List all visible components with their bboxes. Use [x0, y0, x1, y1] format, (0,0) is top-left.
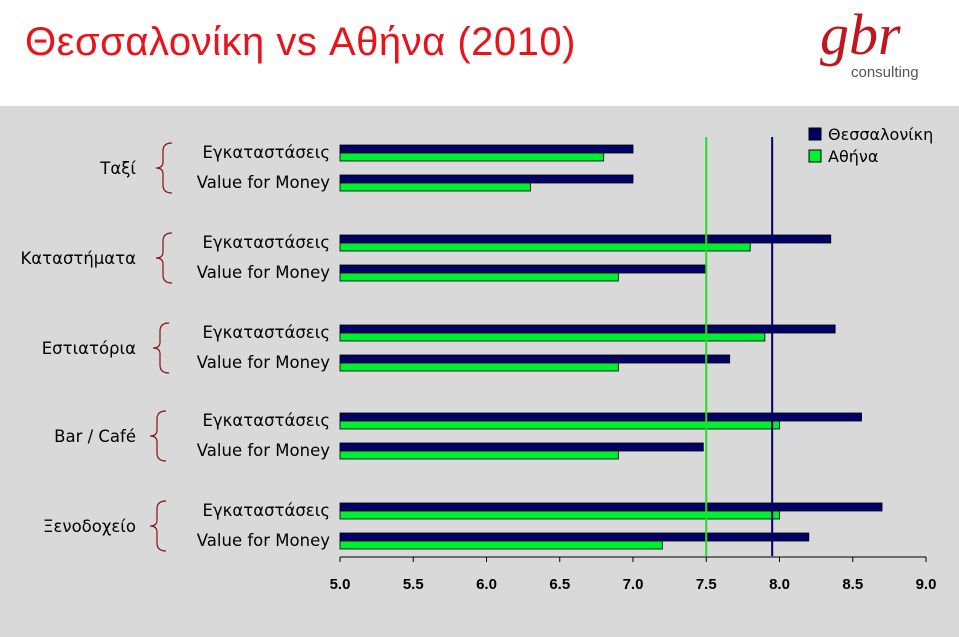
group-brace [149, 500, 167, 552]
subcategory-label: Εγκαταστάσεις [202, 323, 330, 342]
x-tick-label: 8.0 [769, 576, 790, 593]
bar-restaurants-facilities-athens [339, 332, 766, 342]
x-tick-label: 6.5 [549, 576, 570, 593]
bar-hotel-value-for-money-athens [339, 540, 663, 550]
legend-label-thessaloniki: Θεσσαλονίκη [828, 125, 933, 144]
group-label-restaurants: Εστιατόρια [42, 339, 136, 358]
subcategory-label: Εγκαταστάσεις [202, 411, 330, 430]
x-tick-label: 7.5 [696, 576, 717, 593]
bar-hotel-facilities-athens [339, 510, 780, 520]
bar-stores-facilities-thessaloniki [339, 234, 832, 244]
gbr-logo: gbr consulting [820, 4, 919, 81]
bar-bar-cafe-facilities-athens [339, 420, 780, 430]
bar-stores-value-for-money-athens [339, 272, 619, 282]
bar-stores-value-for-money-thessaloniki [339, 264, 707, 274]
legend-label-athens: Αθήνα [828, 147, 878, 166]
subcategory-label: Value for Money [197, 441, 330, 460]
bar-taxi-facilities-athens [339, 152, 605, 162]
legend-swatch-thessaloniki [808, 127, 822, 141]
bar-restaurants-facilities-thessaloniki [339, 324, 836, 334]
group-brace [152, 322, 170, 374]
group-label-taxi: Ταξί [99, 159, 136, 178]
x-tick-label: 7.0 [623, 576, 644, 593]
group-label-bar-cafe: Bar / Café [54, 427, 136, 446]
x-tick-label: 9.0 [916, 576, 937, 593]
bars-layer [339, 144, 883, 550]
subcategory-label: Εγκαταστάσεις [202, 143, 330, 162]
subcategory-label: Εγκαταστάσεις [202, 233, 330, 252]
logo-subtext: consulting [851, 64, 919, 81]
x-tick-label: 5.5 [403, 576, 424, 593]
x-tick-label: 8.5 [842, 576, 863, 593]
subcategory-label: Value for Money [197, 263, 330, 282]
x-tick-label: 5.0 [330, 576, 351, 593]
group-label-stores: Καταστήματα [20, 249, 136, 268]
legend: Θεσσαλονίκη Αθήνα [808, 125, 933, 166]
group-brace [149, 410, 167, 462]
group-brace [155, 142, 173, 194]
x-axis: 5.0 5.5 6.0 6.5 7.0 7.5 8.0 8.5 9.0 [330, 556, 937, 593]
x-tick-label: 6.0 [476, 576, 497, 593]
bar-bar-cafe-facilities-thessaloniki [339, 412, 862, 422]
bar-stores-facilities-athens [339, 242, 751, 252]
bar-bar-cafe-value-for-money-thessaloniki [339, 442, 704, 452]
bar-restaurants-value-for-money-thessaloniki [339, 354, 731, 364]
subcategory-label: Value for Money [197, 531, 330, 550]
reference-lines-layer [705, 137, 774, 556]
legend-swatch-athens [808, 149, 822, 163]
bar-bar-cafe-value-for-money-athens [339, 450, 619, 460]
bar-hotel-value-for-money-thessaloniki [339, 532, 810, 542]
bar-taxi-value-for-money-athens [339, 182, 531, 192]
labels-layer: Εγκαταστάσεις Value for Money Ταξί Εγκαταστ… [20, 142, 330, 552]
bar-restaurants-value-for-money-athens [339, 362, 619, 372]
bar-hotel-facilities-thessaloniki [339, 502, 883, 512]
subcategory-label: Value for Money [197, 353, 330, 372]
group-label-hotel: Ξενοδοχείο [43, 517, 136, 536]
subcategory-label: Εγκαταστάσεις [202, 501, 330, 520]
bar-taxi-facilities-thessaloniki [339, 144, 634, 154]
bar-taxi-value-for-money-thessaloniki [339, 174, 634, 184]
logo-wordmark: gbr [820, 4, 901, 67]
subcategory-label: Value for Money [197, 173, 330, 192]
chart-title: Θεσσαλονίκη vs Αθήνα (2010) [25, 20, 576, 64]
group-brace [155, 232, 173, 284]
